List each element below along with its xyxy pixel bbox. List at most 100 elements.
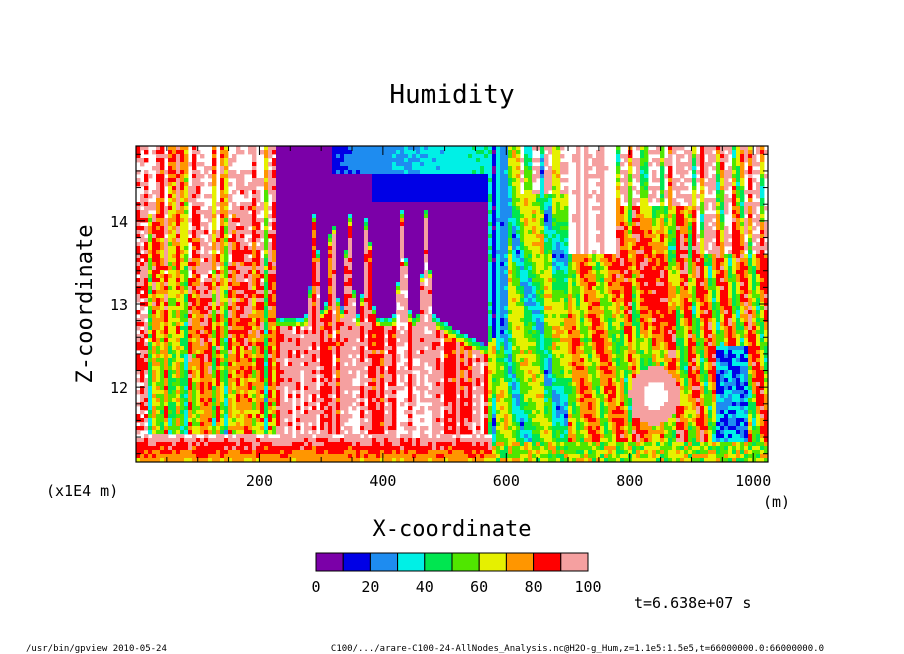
field-cell xyxy=(348,250,353,255)
field-cell xyxy=(192,158,197,163)
field-cell xyxy=(380,298,385,303)
field-cell xyxy=(220,342,225,347)
field-cell xyxy=(340,310,345,315)
field-cell xyxy=(156,194,161,199)
field-cell xyxy=(244,186,249,191)
field-cell xyxy=(160,370,165,375)
field-cell xyxy=(252,454,257,459)
field-cell xyxy=(224,346,229,351)
field-cell xyxy=(184,394,189,399)
field-cell xyxy=(244,230,249,235)
field-cell xyxy=(212,146,217,151)
field-cell xyxy=(208,206,213,211)
field-cell xyxy=(312,362,317,367)
field-cell xyxy=(336,322,341,327)
field-cell xyxy=(204,170,209,175)
field-cell xyxy=(272,458,277,463)
field-cell xyxy=(136,226,141,231)
field-cell xyxy=(340,458,345,463)
field-cell xyxy=(164,342,169,347)
field-cell xyxy=(404,174,409,179)
field-cell xyxy=(144,146,149,151)
field-cell xyxy=(220,178,225,183)
field-cell xyxy=(304,290,309,295)
field-cell xyxy=(328,430,333,435)
field-cell xyxy=(212,398,217,403)
field-cell xyxy=(144,174,149,179)
field-cell xyxy=(248,294,253,299)
field-cell xyxy=(272,454,277,459)
field-cell xyxy=(172,390,177,395)
field-cell xyxy=(368,210,373,215)
field-cell xyxy=(164,206,169,211)
field-cell xyxy=(228,314,233,319)
field-cell xyxy=(184,154,189,159)
field-cell xyxy=(200,326,205,331)
field-cell xyxy=(344,398,349,403)
field-cell xyxy=(288,338,293,343)
field-cell xyxy=(364,458,369,463)
field-cell xyxy=(340,178,345,183)
field-cell xyxy=(220,242,225,247)
field-cell xyxy=(172,190,177,195)
field-cell xyxy=(224,278,229,283)
field-cell xyxy=(380,286,385,291)
field-cell xyxy=(312,438,317,443)
field-cell xyxy=(304,198,309,203)
field-cell xyxy=(272,362,277,367)
field-cell xyxy=(260,286,265,291)
field-cell xyxy=(232,386,237,391)
field-cell xyxy=(184,350,189,355)
field-cell xyxy=(296,282,301,287)
field-cell xyxy=(348,158,353,163)
field-cell xyxy=(212,194,217,199)
field-cell xyxy=(164,430,169,435)
field-cell xyxy=(280,214,285,219)
field-cell xyxy=(320,242,325,247)
field-cell xyxy=(208,422,213,427)
field-cell xyxy=(156,366,161,371)
field-cell xyxy=(404,286,409,291)
field-cell xyxy=(160,438,165,443)
field-cell xyxy=(364,330,369,335)
field-cell xyxy=(164,362,169,367)
field-cell xyxy=(376,366,381,371)
field-cell xyxy=(348,346,353,351)
field-cell xyxy=(252,186,257,191)
field-cell xyxy=(176,418,181,423)
field-cell xyxy=(308,358,313,363)
field-cell xyxy=(160,150,165,155)
field-cell xyxy=(212,210,217,215)
field-cell xyxy=(384,154,389,159)
field-cell xyxy=(348,278,353,283)
field-cell xyxy=(372,314,377,319)
field-cell xyxy=(228,242,233,247)
field-cell xyxy=(304,154,309,159)
field-cell xyxy=(156,326,161,331)
field-cell xyxy=(392,210,397,215)
field-cell xyxy=(236,226,241,231)
field-cell xyxy=(364,322,369,327)
field-cell xyxy=(292,174,297,179)
field-cell xyxy=(184,258,189,263)
field-cell xyxy=(400,238,405,243)
field-cell xyxy=(152,454,157,459)
field-cell xyxy=(392,226,397,231)
field-cell xyxy=(392,374,397,379)
field-cell xyxy=(144,302,149,307)
field-cell xyxy=(152,238,157,243)
field-cell xyxy=(352,174,357,179)
field-cell xyxy=(376,390,381,395)
field-cell xyxy=(344,230,349,235)
field-cell xyxy=(152,222,157,227)
field-cell xyxy=(392,250,397,255)
field-cell xyxy=(336,314,341,319)
field-cell xyxy=(404,210,409,215)
field-cell xyxy=(252,278,257,283)
field-cell xyxy=(160,338,165,343)
field-cell xyxy=(208,378,213,383)
field-cell xyxy=(260,406,265,411)
field-cell xyxy=(164,154,169,159)
field-cell xyxy=(400,286,405,291)
field-cell xyxy=(336,226,341,231)
